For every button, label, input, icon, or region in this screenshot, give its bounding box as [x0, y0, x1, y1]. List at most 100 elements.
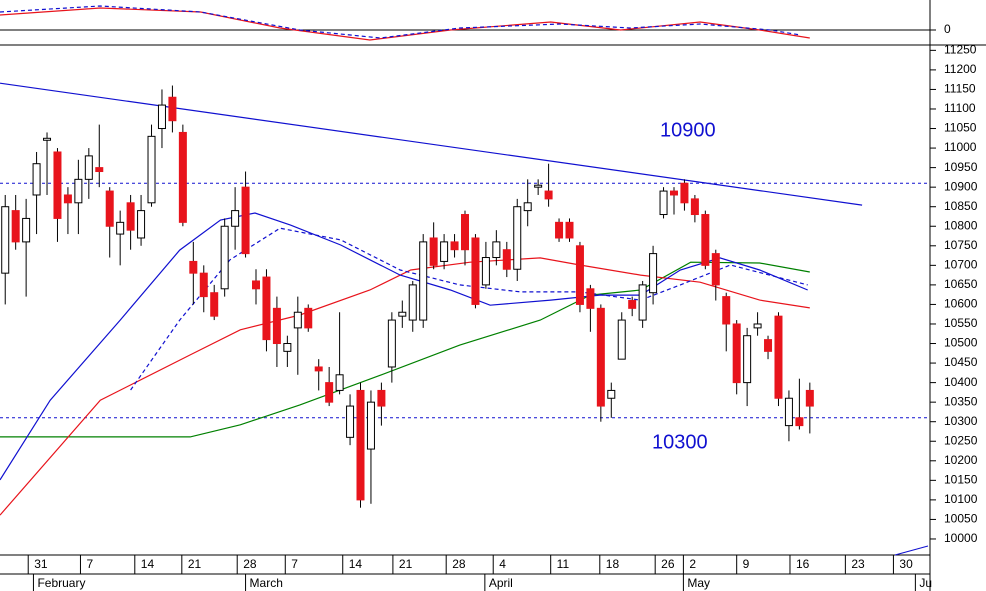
candle-body [523, 202, 532, 212]
candle-body [555, 221, 564, 239]
candle-body [764, 339, 773, 352]
candle-body [252, 280, 261, 290]
candle-body [544, 190, 553, 200]
line-series [0, 82, 863, 206]
candle-body [440, 241, 449, 262]
x-tick-label: 30 [899, 557, 913, 571]
y-tick-label: 10950 [944, 160, 978, 174]
x-tick-label: 14 [349, 557, 363, 571]
candle-body [126, 202, 135, 231]
candle-body [461, 214, 469, 251]
candle-body [105, 190, 114, 227]
candle-body [11, 210, 20, 243]
candle-body [701, 214, 710, 266]
candle-body [293, 311, 302, 329]
candle-body [1, 206, 10, 274]
annotation: 10900 [660, 119, 716, 141]
candle-body [586, 288, 595, 309]
candle-body [398, 311, 407, 317]
month-label: February [37, 576, 85, 590]
x-tick-label: 9 [743, 557, 750, 571]
candle-body [607, 389, 616, 399]
candle-body [575, 245, 584, 305]
candle-body [314, 366, 323, 372]
candle-body [199, 272, 208, 298]
y-tick-label: 10200 [944, 453, 978, 467]
corner-segment [894, 545, 929, 556]
y-tick-label: 11200 [944, 62, 977, 76]
candle-body [450, 241, 459, 251]
x-tick-label: 7 [291, 557, 298, 571]
candle-body [325, 382, 334, 403]
y-tick-label: 10150 [944, 473, 978, 487]
y-tick-label: 10350 [944, 394, 978, 408]
y-tick-label: 10750 [944, 238, 978, 252]
candle-body [534, 184, 543, 188]
candle-body [638, 284, 647, 321]
y-tick-label: 10700 [944, 258, 978, 272]
x-tick-label: 31 [34, 557, 48, 571]
y-tick-label: 11000 [944, 140, 977, 154]
candle-body [178, 131, 187, 223]
candle-body [304, 307, 313, 329]
y-tick-label: 11100 [944, 101, 976, 115]
candle-body [690, 198, 699, 216]
candle-body [241, 186, 250, 255]
candle-body [43, 137, 52, 141]
candle-body [408, 284, 417, 321]
y-tick-label: 10900 [944, 179, 978, 193]
candle-body [356, 389, 365, 501]
candle-body [366, 401, 375, 450]
y-tick-label: 10250 [944, 433, 978, 447]
x-tick-label: 18 [606, 557, 620, 571]
candle-body [210, 292, 219, 317]
line-series [0, 7, 810, 41]
candle-body [649, 253, 658, 294]
candle-body [513, 206, 522, 270]
candle-body [805, 389, 814, 407]
y-tick-label: 10300 [944, 414, 978, 428]
candle-body [722, 296, 731, 325]
candle-body [617, 319, 626, 360]
y-tick-label: 11150 [944, 82, 976, 96]
candle-body [680, 182, 689, 204]
candle-body [262, 276, 271, 341]
candle-body [387, 319, 396, 368]
x-tick-label: 11 [557, 557, 570, 571]
candle-body [743, 335, 752, 384]
candle-body [669, 190, 678, 196]
candle-body [220, 225, 229, 290]
candle-body [732, 323, 741, 384]
candle-body [659, 190, 668, 216]
y-tick-label: 11250 [944, 43, 977, 57]
candle-body [95, 167, 104, 173]
y-tick-label: 10400 [944, 375, 978, 389]
y-tick-label: 10500 [944, 336, 978, 350]
x-tick-label: 21 [188, 557, 202, 571]
candle-body [22, 217, 31, 243]
candle-body [189, 260, 198, 274]
month-label: April [489, 576, 513, 590]
y-tick-label: 10050 [944, 512, 978, 526]
candle-body [419, 241, 428, 321]
y-tick-label: 10450 [944, 355, 978, 369]
candle-body [753, 323, 762, 329]
candle-body [596, 307, 605, 407]
candle-body [116, 221, 125, 235]
y-tick-label: 10850 [944, 199, 978, 213]
annotation: 10300 [652, 431, 708, 453]
candle-body [784, 397, 793, 427]
x-tick-label: 4 [499, 557, 506, 571]
x-tick-label: 26 [661, 557, 675, 571]
y-tick-label: 10550 [944, 316, 978, 330]
candle-body [335, 374, 344, 391]
y-tick-label: 10000 [944, 531, 978, 545]
candle-body [429, 237, 438, 266]
candle-body [74, 178, 83, 204]
x-tick-label: 14 [141, 557, 155, 571]
candle-body [377, 389, 386, 407]
month-label: Ju [919, 576, 932, 590]
candle-body [774, 315, 783, 399]
candle-body [137, 210, 146, 239]
